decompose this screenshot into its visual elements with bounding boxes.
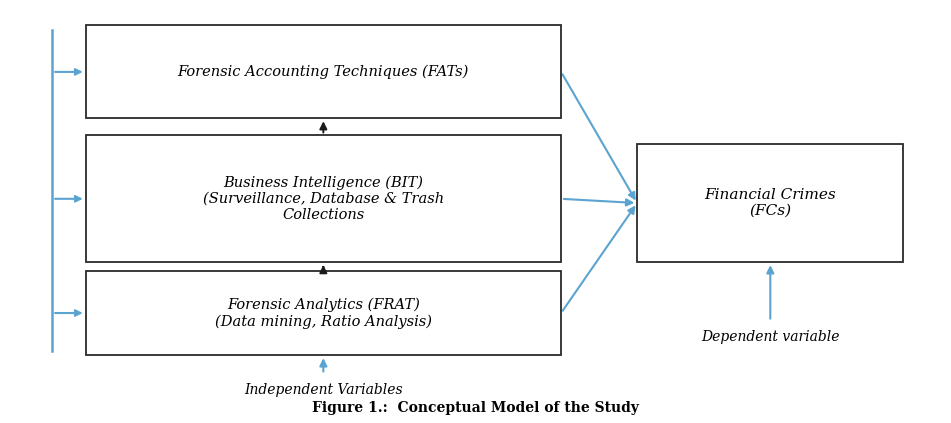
Text: Financial Crimes
(FCs): Financial Crimes (FCs): [705, 188, 836, 218]
Text: Forensic Analytics (FRAT)
(Data mining, Ratio Analysis): Forensic Analytics (FRAT) (Data mining, …: [215, 297, 432, 329]
Text: Forensic Accounting Techniques (FATs): Forensic Accounting Techniques (FATs): [178, 65, 469, 79]
FancyBboxPatch shape: [86, 25, 561, 118]
Text: Dependent variable: Dependent variable: [701, 330, 840, 344]
Text: Business Intelligence (BIT)
(Surveillance, Database & Trash
Collections: Business Intelligence (BIT) (Surveillanc…: [203, 176, 444, 222]
Text: Figure 1.:  Conceptual Model of the Study: Figure 1.: Conceptual Model of the Study: [312, 401, 639, 415]
Text: Independent Variables: Independent Variables: [244, 383, 402, 397]
FancyBboxPatch shape: [637, 144, 903, 262]
FancyBboxPatch shape: [86, 271, 561, 355]
FancyBboxPatch shape: [86, 135, 561, 262]
